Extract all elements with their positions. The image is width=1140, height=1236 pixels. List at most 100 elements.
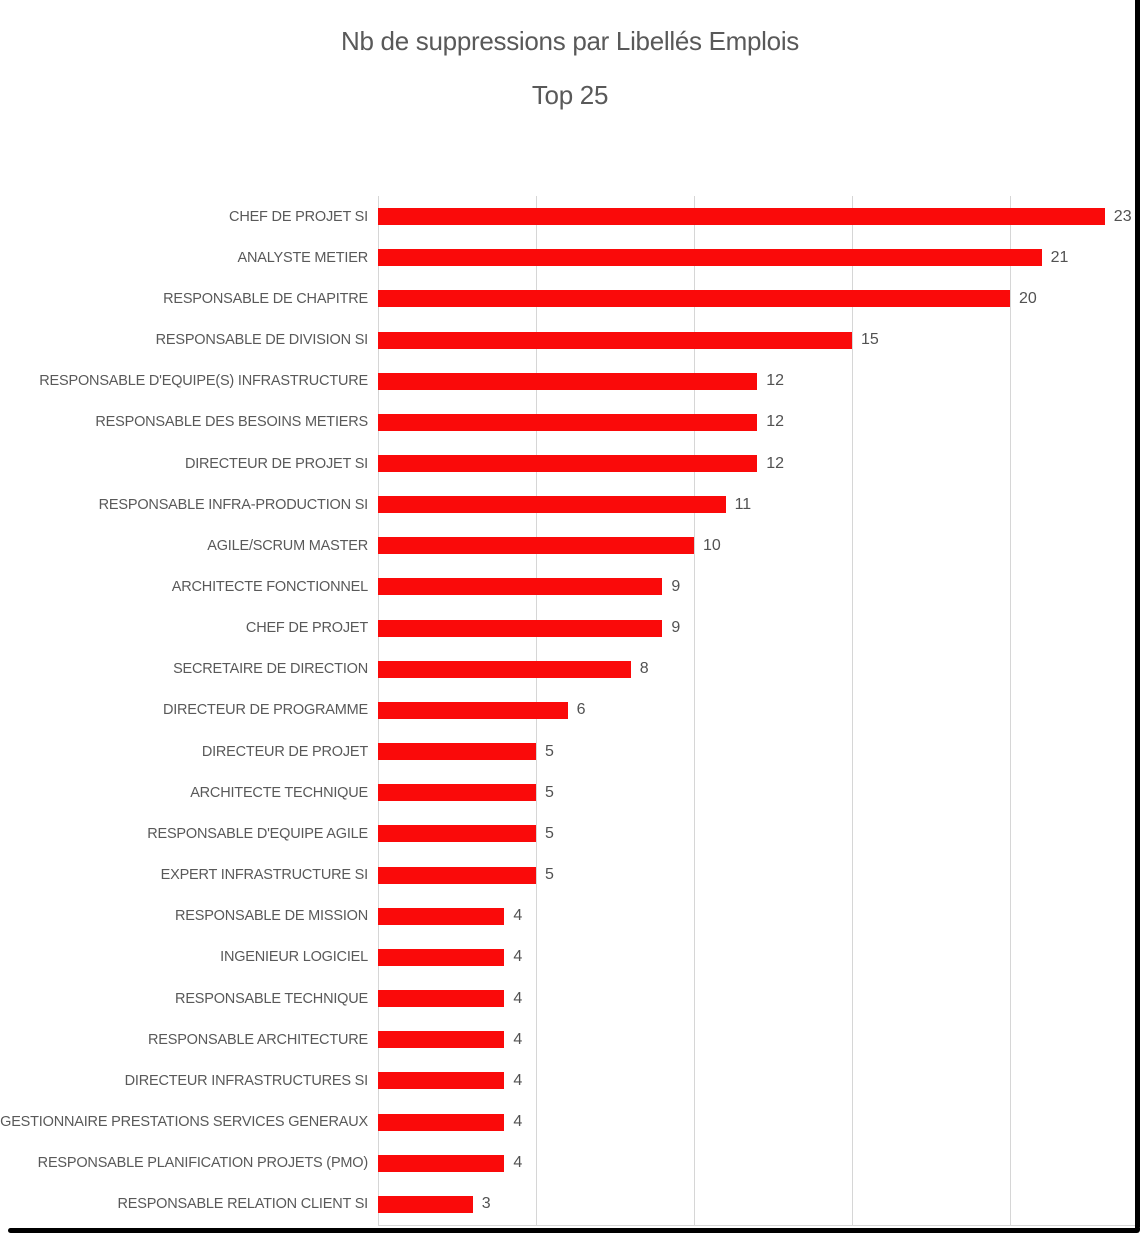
bar-track: 9 [378,566,1136,607]
category-label: RESPONSABLE RELATION CLIENT SI [117,1196,368,1213]
bar-track: 12 [378,361,1136,402]
bar-track: 21 [378,237,1136,278]
bar [378,578,663,596]
bar-row: AGILE/SCRUM MASTER 10 [0,525,1136,566]
bar-row: DIRECTEUR DE PROJET SI 12 [0,443,1136,484]
value-label: 3 [481,1195,491,1213]
category-label: RESPONSABLE INFRA-PRODUCTION SI [98,496,369,513]
category-label: RESPONSABLE DE DIVISION SI [155,332,369,349]
value-label: 4 [513,1030,523,1048]
bar-row: RESPONSABLE RELATION CLIENT SI 3 [0,1184,1136,1225]
gridline [1010,196,1011,1225]
gridline [694,196,695,1225]
value-label: 4 [513,948,523,966]
value-label: 4 [513,1154,523,1172]
bar-track: 5 [378,813,1136,854]
value-label: 5 [545,742,554,760]
bar [378,948,505,966]
value-label: 9 [671,619,681,637]
bar [378,413,758,431]
bar-track: 3 [378,1184,1136,1225]
bar-track: 20 [378,278,1136,319]
bar [378,701,568,719]
bar [378,537,694,555]
bar-track: 23 [378,196,1136,237]
category-label: DIRECTEUR DE PROJET SI [184,455,368,472]
bar-row: RESPONSABLE DE CHAPITRE 20 [0,278,1136,319]
category-label: DIRECTEUR DE PROJET [201,743,368,760]
value-label: 12 [766,454,784,472]
frame-border-bottom [8,1228,1140,1233]
bar-row: SECRETAIRE DE DIRECTION 8 [0,649,1136,690]
chart-title-block: Nb de suppressions par Libellés Emplois … [0,24,1140,112]
bar-row: CHEF DE PROJET SI 23 [0,196,1136,237]
bar [378,496,726,514]
bar-track: 4 [378,978,1136,1019]
bar-row: RESPONSABLE PLANIFICATION PROJETS (PMO) … [0,1143,1136,1184]
chart-subtitle: Top 25 [531,80,609,110]
bar [378,249,1042,267]
value-label: 8 [639,660,649,678]
plot-area: CHEF DE PROJET SI 23 ANALYSTE METIER 21 … [0,196,1136,1226]
value-label: 23 [1113,207,1132,225]
value-label: 4 [513,1071,523,1089]
category-label: INGENIEUR LOGICIEL [220,949,368,966]
bar [378,990,505,1008]
category-label: CHEF DE PROJET [245,620,368,637]
value-label: 5 [545,783,554,801]
category-label: SECRETAIRE DE DIRECTION [173,661,368,678]
bar [378,1031,505,1049]
category-label: RESPONSABLE DE CHAPITRE [163,290,368,307]
bar-track: 5 [378,731,1136,772]
bar [378,743,536,761]
bar-row: RESPONSABLE DES BESOINS METIERS 12 [0,402,1136,443]
bar-row: EXPERT INFRASTRUCTURE SI 5 [0,855,1136,896]
value-label: 15 [861,331,879,349]
bar-row: RESPONSABLE DE MISSION 4 [0,896,1136,937]
category-label: ANALYSTE METIER [237,249,369,266]
category-label: RESPONSABLE TECHNIQUE [175,990,368,1007]
bar-row: ARCHITECTE FONCTIONNEL 9 [0,566,1136,607]
category-label: ARCHITECTE FONCTIONNEL [171,578,368,595]
bar-track: 12 [378,402,1136,443]
value-label: 4 [513,1113,523,1131]
category-label: EXPERT INFRASTRUCTURE SI [160,867,369,884]
bar-track: 12 [378,443,1136,484]
bar-row: RESPONSABLE DE DIVISION SI 15 [0,319,1136,360]
bar [378,455,758,473]
bar-track: 9 [378,608,1136,649]
bar [378,825,536,843]
value-label: 9 [671,577,681,595]
bar-track: 5 [378,855,1136,896]
bar [378,331,852,349]
bar [378,1195,473,1213]
category-label: DIRECTEUR INFRASTRUCTURES SI [124,1072,369,1089]
bar-row: DIRECTEUR DE PROJET 5 [0,731,1136,772]
bar-row: INGENIEUR LOGICIEL 4 [0,937,1136,978]
bar-track: 4 [378,1143,1136,1184]
value-label: 5 [545,824,554,842]
bar-track: 5 [378,772,1136,813]
value-label: 12 [766,372,784,390]
bar [378,907,505,925]
bar-track: 4 [378,896,1136,937]
bar [378,1072,505,1090]
bar-row: DIRECTEUR INFRASTRUCTURES SI 4 [0,1060,1136,1101]
category-label: DIRECTEUR DE PROGRAMME [162,702,368,719]
gridline [852,196,853,1225]
bar [378,1154,505,1172]
frame-border-right [1135,0,1140,1232]
value-label: 5 [545,866,554,884]
bar [378,1113,505,1131]
value-label: 11 [734,495,752,513]
value-label: 10 [703,536,721,554]
bar-track: 8 [378,649,1136,690]
bar-row: GESTIONNAIRE PRESTATIONS SERVICES GENERA… [0,1101,1136,1142]
bar-track: 10 [378,525,1136,566]
value-label: 4 [513,907,523,925]
bar [378,784,536,802]
bar-rows: CHEF DE PROJET SI 23 ANALYSTE METIER 21 … [0,196,1136,1225]
value-label: 6 [576,701,586,719]
bar-track: 15 [378,319,1136,360]
